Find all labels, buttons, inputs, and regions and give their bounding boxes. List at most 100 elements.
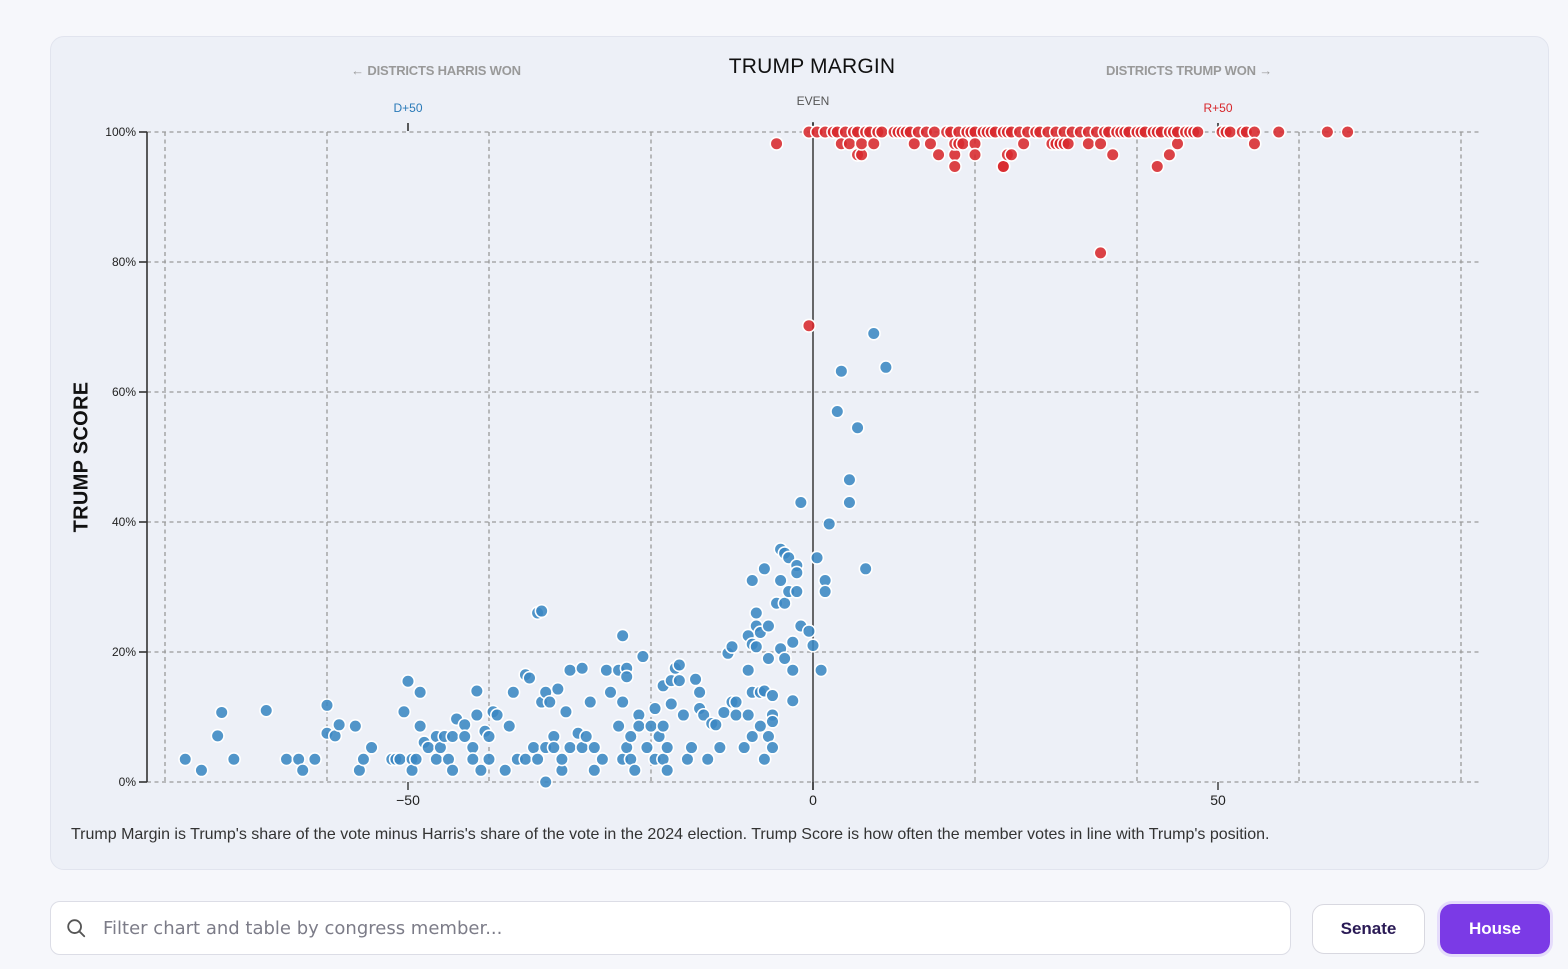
chart-card: 0% 20% 40% 60% 80% 100% −50 0 50 D+50 EVEN R+50: [50, 36, 1549, 870]
member-search[interactable]: [50, 901, 1291, 955]
democrat-point: [307, 752, 322, 767]
republican-point: [1247, 136, 1262, 151]
republican-point: [1247, 124, 1262, 140]
scatter-chart: 0% 20% 40% 60% 80% 100% −50 0 50 D+50 EVEN R+50: [105, 94, 1479, 808]
democrat-point: [789, 584, 804, 599]
democrat-point: [761, 651, 776, 666]
democrat-point: [457, 717, 472, 732]
republican-point: [1190, 124, 1205, 140]
democrat-point: [765, 688, 780, 703]
democrat-point: [469, 683, 484, 699]
chart-caption: Trump Margin is Trump's share of the vot…: [71, 826, 1270, 843]
left-annotation: ← DISTRICTS HARRIS WON: [351, 63, 521, 78]
democrat-point: [777, 651, 792, 666]
democrat-point: [409, 752, 424, 767]
democrat-point: [481, 752, 497, 767]
democrat-point: [712, 740, 727, 755]
democrat-point: [728, 707, 744, 723]
senate-button[interactable]: Senate: [1312, 904, 1425, 954]
republican-point: [907, 136, 922, 151]
democrat-point: [421, 740, 436, 755]
democrat-point: [579, 729, 594, 744]
democrat-point: [481, 729, 497, 744]
democrat-point: [400, 674, 416, 689]
democrat-point: [672, 657, 687, 673]
democrat-point: [627, 763, 642, 778]
democrat-point: [615, 694, 630, 710]
democrat-point: [226, 752, 241, 767]
democrat-point: [728, 694, 744, 710]
search-input[interactable]: [101, 916, 1290, 940]
democrat-point: [708, 717, 723, 732]
democrat-point: [550, 681, 565, 697]
democrat-point: [526, 740, 541, 755]
democrat-point: [753, 718, 768, 734]
republican-point: [931, 147, 946, 162]
democrat-point: [749, 605, 764, 621]
democrat-point: [348, 718, 363, 734]
democrat-point: [676, 707, 691, 723]
democrat-point: [413, 718, 428, 734]
top-tick-label: R+50: [1203, 101, 1232, 115]
democrat-point: [214, 705, 229, 720]
democrat-point: [522, 670, 537, 686]
democrat-point: [587, 763, 602, 778]
x-tick-label: 0: [809, 792, 817, 808]
democrat-point: [587, 740, 602, 755]
republican-point: [874, 124, 889, 140]
y-tick-label: 60%: [112, 385, 136, 399]
republican-point: [927, 124, 942, 140]
democrat-point: [465, 740, 480, 755]
democrat-point: [465, 752, 480, 767]
republican-point: [947, 159, 962, 174]
democrat-point: [364, 740, 379, 755]
chart-title: TRUMP MARGIN: [728, 55, 896, 78]
republican-point: [854, 136, 869, 151]
y-tick-label: 40%: [112, 515, 136, 529]
democrat-point: [259, 703, 274, 718]
democrat-point: [850, 420, 865, 435]
republican-point: [1340, 124, 1355, 140]
democrat-point: [805, 638, 821, 653]
democrat-point: [518, 752, 533, 767]
top-tick-label: D+50: [393, 101, 422, 115]
x-tick-label: 50: [1210, 792, 1226, 808]
democrat-point: [672, 673, 687, 688]
republican-point: [842, 136, 857, 151]
democrat-point: [660, 740, 675, 755]
y-tick-label: 100%: [105, 125, 136, 139]
democrat-point: [866, 326, 881, 341]
democrat-point: [619, 669, 634, 684]
democrat-point: [647, 701, 663, 716]
democrat-point: [749, 639, 764, 654]
republican-point: [1093, 136, 1108, 151]
democrat-point: [773, 573, 788, 588]
democrat-point: [761, 618, 776, 634]
republican-point: [1271, 124, 1286, 140]
democrat-point: [692, 685, 707, 700]
democrat-point: [558, 704, 574, 719]
democrat-point: [279, 752, 294, 767]
republican-point: [769, 136, 784, 151]
democrat-point: [741, 707, 756, 723]
republican-point: [923, 136, 938, 151]
democrat-point: [635, 649, 651, 664]
democrat-point: [319, 698, 335, 713]
democrat-point: [542, 694, 557, 710]
democrat-point: [554, 752, 570, 767]
democrat-point: [737, 740, 752, 755]
democrat-point: [858, 561, 873, 576]
y-axis-label: TRUMP SCORE: [70, 381, 93, 533]
republican-point: [1016, 136, 1031, 151]
democrat-point: [603, 685, 618, 700]
democrat-point: [639, 740, 655, 755]
republican-point: [967, 147, 983, 162]
republican-point: [1150, 159, 1165, 174]
democrat-point: [356, 752, 371, 767]
points: [178, 124, 1355, 790]
democrat-point: [295, 763, 310, 778]
house-button[interactable]: House: [1440, 904, 1550, 954]
democrat-point: [429, 752, 444, 767]
democrat-point: [842, 472, 857, 487]
democrat-point: [656, 718, 671, 734]
